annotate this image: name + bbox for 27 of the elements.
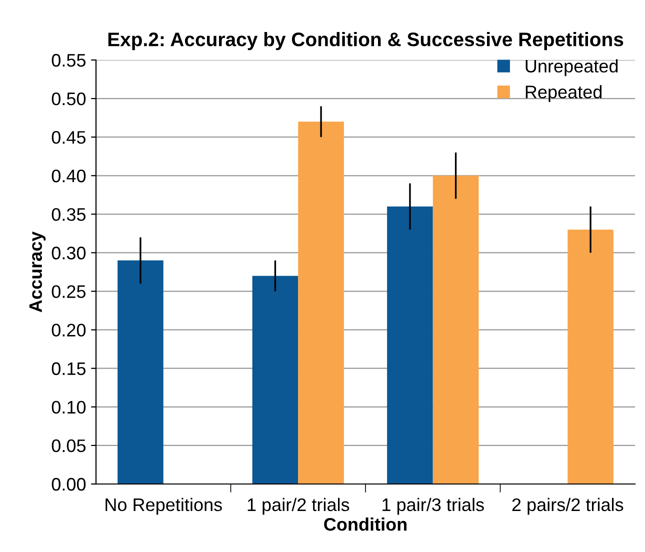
x-tick-label: 2 pairs/2 trials bbox=[512, 498, 624, 515]
bar bbox=[387, 206, 433, 484]
bar bbox=[252, 276, 298, 484]
legend-label: Unrepeated bbox=[526, 59, 618, 76]
x-axis-title: Condition bbox=[324, 518, 406, 531]
y-tick-label: 0.30 bbox=[52, 246, 86, 260]
y-axis-title: Accuracy bbox=[29, 231, 46, 312]
y-tick-label: 0.55 bbox=[52, 54, 86, 67]
x-tick-label: No Repetitions bbox=[106, 498, 222, 515]
bar bbox=[118, 260, 164, 484]
bar bbox=[568, 230, 614, 484]
y-tick-label: 0.45 bbox=[52, 131, 86, 144]
y-tick-label: 0.15 bbox=[52, 362, 86, 376]
y-tick-label: 0.35 bbox=[52, 208, 86, 221]
x-tick-label: 1 pair/3 trials bbox=[382, 498, 484, 515]
legend-label: Repeated bbox=[526, 85, 602, 102]
y-tick-label: 0.00 bbox=[52, 478, 86, 491]
y-tick-label: 0.10 bbox=[52, 400, 86, 414]
bar bbox=[432, 176, 479, 484]
chart-title: Exp.2: Accuracy by Condition & Successive Repetitions bbox=[108, 32, 624, 50]
bar bbox=[298, 122, 344, 484]
y-tick-label: 0.05 bbox=[52, 439, 86, 452]
y-tick-label: 0.40 bbox=[52, 170, 86, 182]
y-tick-label: 0.25 bbox=[52, 285, 86, 298]
y-tick-label: 0.20 bbox=[52, 324, 86, 337]
y-tick-label: 0.50 bbox=[52, 92, 86, 106]
x-tick-label: 1 pair/2 trials bbox=[248, 498, 350, 515]
